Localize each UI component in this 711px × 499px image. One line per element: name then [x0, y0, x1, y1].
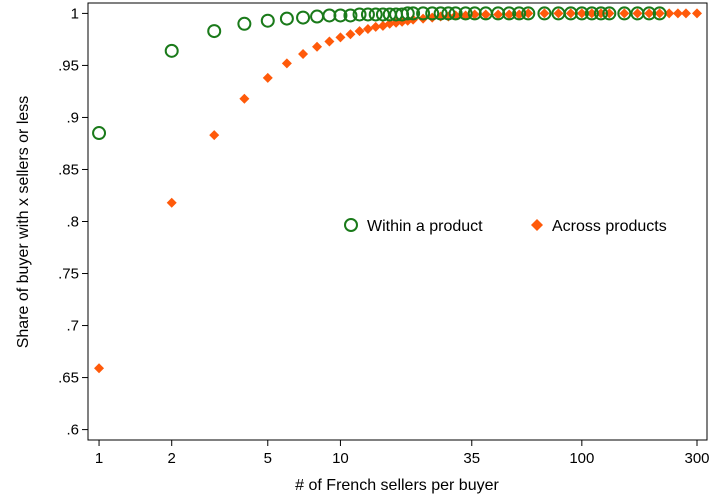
- within-product-point: [360, 7, 375, 22]
- x-tick-label: 100: [569, 450, 594, 467]
- within-product-point: [458, 6, 473, 21]
- across-products-point: [427, 12, 438, 23]
- within-product-point: [652, 6, 667, 21]
- across-products-point: [692, 8, 703, 19]
- within-product-point: [521, 6, 536, 21]
- plot-frame: [87, 2, 708, 441]
- across-products-point: [576, 8, 587, 19]
- y-tick-label: .9: [66, 109, 79, 126]
- across-products-point: [672, 8, 683, 19]
- y-axis-title: Share of buyer with x sellers or less: [15, 96, 32, 349]
- within-product-point: [617, 6, 632, 21]
- legend-marker-within: [344, 218, 358, 232]
- across-products-point: [362, 24, 373, 35]
- within-product-point: [237, 16, 252, 31]
- y-tick-label: .8: [66, 214, 79, 231]
- across-products-point: [324, 36, 335, 47]
- within-product-point: [164, 43, 179, 58]
- y-tick-label: .6: [66, 422, 79, 439]
- y-tick-label: 1: [71, 5, 79, 22]
- across-products-point: [281, 58, 292, 69]
- within-product-point: [352, 7, 367, 22]
- across-products-point: [370, 21, 381, 32]
- across-products-point: [345, 29, 356, 40]
- across-products-point: [239, 93, 250, 104]
- legend: Within a product Across products: [344, 218, 667, 235]
- across-products-point: [644, 8, 655, 19]
- across-products-point: [312, 41, 323, 52]
- within-product-point: [433, 6, 448, 21]
- within-product-point: [260, 13, 275, 28]
- across-products-point: [262, 72, 273, 83]
- across-products-point: [384, 18, 395, 29]
- x-tick-label: 300: [684, 450, 709, 467]
- across-products-point: [493, 9, 504, 20]
- within-product-point: [310, 9, 325, 24]
- within-product-point: [368, 7, 383, 22]
- within-product-point: [642, 6, 657, 21]
- within-product-point: [416, 6, 431, 21]
- within-product-point: [512, 6, 527, 21]
- across-products-point: [335, 32, 346, 43]
- across-products-point: [94, 363, 105, 374]
- within-product-point: [92, 126, 107, 141]
- y-tick-label: .65: [58, 370, 79, 387]
- across-products-point: [166, 197, 177, 208]
- within-product-point: [343, 8, 358, 23]
- within-product-point: [602, 6, 617, 21]
- within-product-point: [537, 6, 552, 21]
- y-tick-label: .7: [66, 318, 79, 335]
- across-products-point: [298, 48, 309, 59]
- across-products-point: [354, 26, 365, 37]
- x-tick-label: 10: [332, 450, 349, 467]
- legend-marker-across: [531, 219, 543, 231]
- within-product-point: [448, 6, 463, 21]
- across-products-point: [480, 9, 491, 20]
- within-product-point: [279, 11, 294, 26]
- within-product-point: [296, 10, 311, 25]
- within-product-point: [425, 6, 440, 21]
- across-products-point: [209, 130, 220, 141]
- x-tick-label: 2: [168, 450, 176, 467]
- across-products-point: [565, 8, 576, 19]
- across-products-point: [523, 8, 534, 19]
- across-products-point: [539, 8, 550, 19]
- across-products-point: [504, 9, 515, 20]
- across-products-point: [553, 8, 564, 19]
- within-product-point: [400, 6, 415, 21]
- x-tick-label: 5: [264, 450, 272, 467]
- y-tick-label: .75: [58, 266, 79, 283]
- within-product-point: [207, 24, 222, 39]
- across-products-point: [619, 8, 630, 19]
- across-products-point: [586, 8, 597, 19]
- within-product-point: [406, 6, 421, 21]
- chart-marks: [92, 6, 703, 374]
- within-product-point: [333, 8, 348, 23]
- within-product-point: [441, 6, 456, 21]
- within-product-point: [584, 6, 599, 21]
- within-product-point: [593, 6, 608, 21]
- x-tick-label: 1: [95, 450, 103, 467]
- y-tick-label: .85: [58, 161, 79, 178]
- across-products-point: [664, 8, 675, 19]
- y-tick-label: .95: [58, 57, 79, 74]
- x-axis-ticks: 1 2 5 10 35 100 300: [95, 440, 710, 467]
- across-products-point: [632, 8, 643, 19]
- x-axis-title: # of French sellers per buyer: [295, 477, 499, 494]
- within-product-point: [375, 7, 390, 22]
- within-product-point: [502, 6, 517, 21]
- across-products-point: [654, 8, 665, 19]
- within-product-point: [574, 6, 589, 21]
- legend-label-across: Across products: [552, 218, 667, 235]
- legend-label-within: Within a product: [367, 218, 483, 235]
- across-products-point: [680, 8, 691, 19]
- x-tick-label: 35: [463, 450, 480, 467]
- y-axis-ticks: .6 .65 .7 .75 .8 .85 .9 .95 1: [58, 5, 88, 439]
